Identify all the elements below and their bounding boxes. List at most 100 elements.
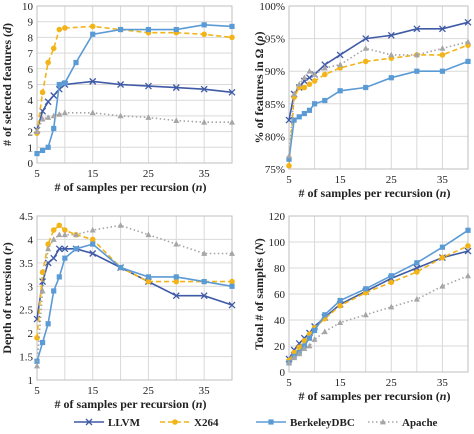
y-tick-label: 1.5 [19,352,33,364]
data-point [45,144,51,150]
x-tick-label: 25 [386,377,398,389]
data-point [337,61,344,68]
data-point [301,74,308,81]
series-apache [286,38,471,159]
data-point [173,240,180,247]
data-point [465,243,471,249]
data-point [362,35,370,43]
data-point [362,311,369,318]
data-point [39,287,46,294]
data-point [39,89,46,96]
series-line [288,245,469,361]
data-point [311,336,318,342]
data-point [286,162,292,169]
data-point [200,292,208,300]
x-tick-label: 35 [199,168,211,180]
data-point [439,68,446,74]
y-tick-label: 85% [265,99,285,111]
x-tick-label: 5 [286,377,292,389]
data-point [34,150,40,157]
y-axis-label: % of features in Ω (ρ) [252,32,266,144]
data-point [465,58,471,65]
y-tick-label: 40 [274,315,286,327]
data-point [89,250,97,257]
data-point [388,279,395,286]
data-point [61,109,68,116]
data-point [322,71,328,78]
x-tick-label: 35 [437,174,449,186]
data-point [89,226,96,233]
data-point [61,231,68,238]
y-tick-label: 4.5 [19,211,33,223]
data-point [145,278,152,285]
legend: LLVM X264 BerkeleyDBC Apache [74,417,438,429]
data-point [291,354,298,361]
y-tick-label: 4 [28,95,34,107]
data-point [117,81,125,88]
data-point [56,274,62,280]
data-point [90,31,96,37]
x-tick-label: 15 [87,385,99,397]
y-axis-label: # of selected features (d) [0,23,14,146]
y-tick-label: 80% [265,131,285,143]
data-point [322,312,328,318]
data-point [117,112,124,119]
chart-panel-2: 75% 80% 85% 90% 95% 100% 5 15 25 35# of samples p… [252,1,472,200]
data-point [439,254,446,261]
data-point [144,82,152,90]
data-point [388,303,395,310]
y-tick-label: 60 [274,289,286,301]
data-point [311,71,318,77]
series-apache [34,109,235,134]
data-point [306,107,313,113]
data-point [51,288,57,294]
data-point [51,125,57,132]
data-point [89,23,96,30]
data-point [89,109,96,116]
plot-area [36,5,233,164]
data-point [73,59,79,66]
data-point [62,80,68,86]
data-point [89,236,96,243]
data-point [296,81,303,87]
data-point [39,269,46,276]
y-tick-label: 80 [274,263,286,275]
series-line [36,25,233,134]
data-point [89,77,97,85]
data-point [45,114,52,120]
chart-panel-1: 0 1 2 3 4 5 6 7 8 9 10 5 15 25 35# of samples per recu… [0,1,236,194]
data-point [311,327,318,333]
data-point [362,58,369,65]
data-point [465,227,471,233]
y-tick-label: 20 [274,341,286,353]
data-point [45,245,52,252]
data-point [201,31,207,38]
data-point [285,116,293,124]
data-point [201,250,208,256]
data-point [301,345,308,351]
data-point [62,25,68,31]
x-tick-label: 25 [143,385,155,397]
x-axis-label: # of samples per recursion (n) [55,180,207,194]
data-point [321,328,328,335]
data-point [228,88,236,96]
data-point [464,247,472,255]
series-line [288,41,469,157]
plot-area [288,5,469,170]
chart-panel-3: 1 1.5 2 2.5 3 3.5 4 4.5 5 15 25 35# of samples per … [0,211,236,411]
data-point [306,342,313,349]
data-point [50,227,57,233]
y-axis-label: Depth of recursion (r) [0,242,14,353]
y-tick-label: 3 [28,281,34,293]
y-tick-label: 2 [28,127,34,139]
data-point [337,88,343,94]
y-tick-label: 2.5 [19,305,33,317]
data-point [301,110,307,117]
data-point [286,156,292,162]
data-point [387,31,395,39]
y-tick-label: 3 [28,111,34,123]
data-point [414,260,420,266]
legend-marker [172,419,178,425]
data-point [229,283,235,289]
